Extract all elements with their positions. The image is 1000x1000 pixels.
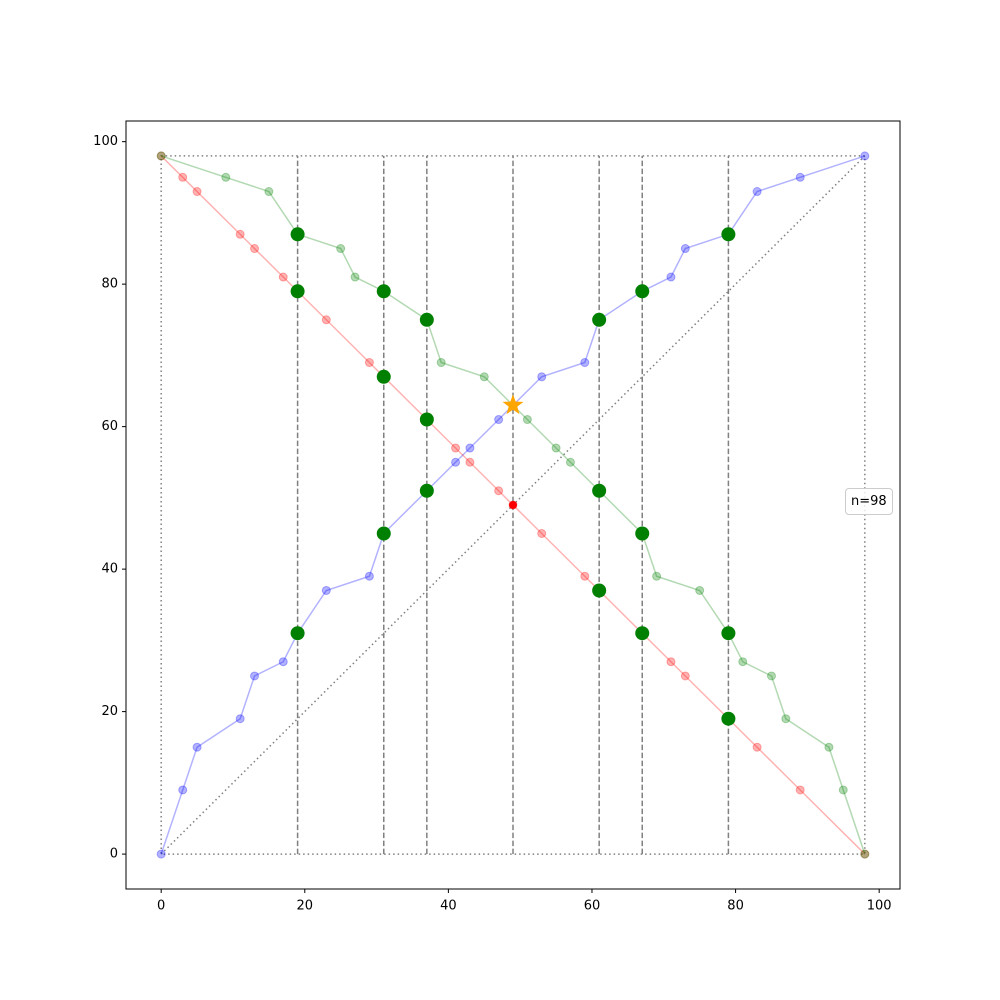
data-point [537,528,547,538]
data-point [321,585,331,595]
highlight-point [721,711,736,726]
highlight-point [376,369,391,384]
highlight-point [592,312,607,327]
bounds-box [160,155,866,855]
data-point [264,187,274,197]
data-point [795,785,805,795]
data-point [551,443,561,453]
annotation: n=98 [845,488,893,515]
data-point [580,358,590,368]
x-tick-label: 60 [584,899,601,914]
highlight-point [376,284,391,299]
data-point [178,785,188,795]
data-point [565,457,575,467]
data-point [824,742,834,752]
highlight-point [376,526,391,541]
x-tick-label: 20 [297,899,314,914]
highlight-point [419,483,434,498]
data-point [156,151,166,161]
data-point [695,585,705,595]
data-point [795,172,805,182]
data-point [336,244,346,254]
data-point [580,571,590,581]
data-point [860,151,870,161]
data-point [178,172,188,182]
highlight-point [721,227,736,242]
data-point [666,272,676,282]
x-tick-label: 0 [157,899,165,914]
data-point [522,415,532,425]
data-point [350,272,360,282]
data-point [494,415,504,425]
highlight-point [419,412,434,427]
data-point [221,172,231,182]
data-point [752,742,762,752]
series-line [160,155,866,855]
y-tick-label: 40 [101,562,118,577]
data-point [680,244,690,254]
series-line [160,155,866,855]
data-point [680,671,690,681]
data-point [537,372,547,382]
highlight-point [721,626,736,641]
data-point [766,671,776,681]
star-marker [502,394,524,415]
data-point [860,849,870,859]
data-point [781,714,791,724]
y-tick-label: 80 [101,277,118,292]
data-point [465,457,475,467]
data-point [451,457,461,467]
y-tick-label: 100 [93,134,118,149]
data-point [666,657,676,667]
data-point [192,742,202,752]
highlight-point [290,284,305,299]
highlight-point [635,626,650,641]
series-line [160,155,866,855]
highlight-point [635,284,650,299]
data-point [278,657,288,667]
highlight-point [419,312,434,327]
data-point [364,571,374,581]
data-point [838,785,848,795]
highlight-point [635,526,650,541]
highlight-point [290,626,305,641]
highlight-point [592,583,607,598]
highlight-point [592,483,607,498]
plot-frame [125,120,901,890]
data-point [752,187,762,197]
data-point [652,571,662,581]
data-point [235,714,245,724]
data-point [156,849,166,859]
x-tick-label: 100 [867,899,892,914]
data-point [250,244,260,254]
y-tick-label: 0 [110,847,118,862]
data-point [451,443,461,453]
highlight-point [290,227,305,242]
data-point [738,657,748,667]
data-point [364,358,374,368]
data-point [235,229,245,239]
data-point [465,443,475,453]
center-point [509,501,517,509]
data-point [436,358,446,368]
data-point [321,315,331,325]
data-point [494,486,504,496]
x-tick-label: 80 [727,899,744,914]
y-tick-label: 60 [101,419,118,434]
data-point [479,372,489,382]
data-point [278,272,288,282]
data-point [860,849,870,859]
data-point [192,187,202,197]
data-point [250,671,260,681]
data-point [156,151,166,161]
x-tick-label: 40 [440,899,457,914]
y-tick-label: 20 [101,704,118,719]
